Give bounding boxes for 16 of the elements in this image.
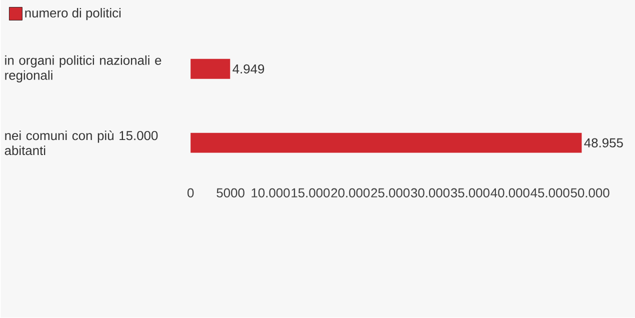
- x-tick-label: 45.000: [530, 188, 570, 198]
- y-tick-label: nei comuni con più 15.000 abitanti: [4, 130, 158, 156]
- x-tick-label: 20.000: [331, 188, 370, 198]
- y-tick-label: in organi politici nazionali e regionali: [5, 56, 162, 83]
- x-tick-label: 15.000: [292, 188, 330, 198]
- data-label: 48.955: [584, 138, 623, 148]
- x-tick-label: 30.000: [410, 188, 450, 198]
- x-tick-label: 35.000: [450, 188, 490, 198]
- data-label: 4.949: [232, 64, 264, 74]
- x-tick-label: 40.000: [490, 188, 530, 198]
- x-tick-label: 10.000: [252, 188, 290, 198]
- legend-label: numero di politici: [25, 8, 121, 20]
- x-tick-label: 5000: [216, 188, 244, 198]
- x-tick-label: 25.000: [371, 188, 410, 198]
- x-tick-label: 0: [187, 188, 194, 198]
- x-tick-label: 50.000: [570, 188, 610, 198]
